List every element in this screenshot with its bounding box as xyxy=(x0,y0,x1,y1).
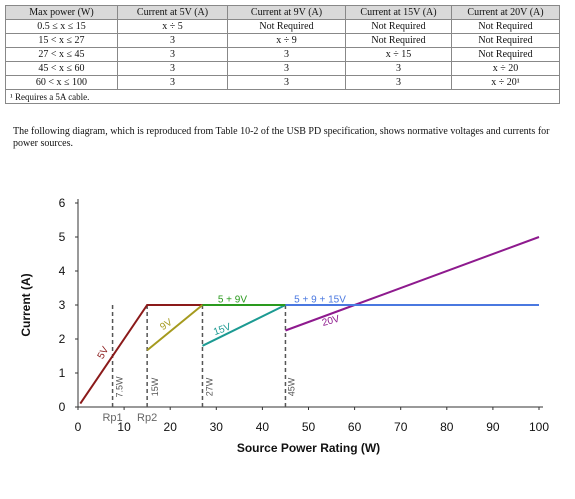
y-tick-label: 6 xyxy=(59,196,66,210)
x-axis-title: Source Power Rating (W) xyxy=(237,441,380,455)
x-tick-label: 100 xyxy=(529,420,549,434)
header-current-5v: Current at 5V (A) xyxy=(117,5,228,20)
y-tick-label: 0 xyxy=(59,400,66,414)
marker-label: 45W xyxy=(286,377,296,396)
x-tick-label: 50 xyxy=(302,420,316,434)
table-footnote-row: ¹ Requires a 5A cable. xyxy=(5,89,560,104)
y-tick-label: 1 xyxy=(59,366,66,380)
y-tick-label: 2 xyxy=(59,332,66,346)
table-row: 15 < x ≤ 27 3 x ÷ 9 Not Required Not Req… xyxy=(5,33,560,48)
x-tick-label: 10 xyxy=(117,420,131,434)
x-tick-label: 70 xyxy=(394,420,408,434)
annotation-label: Rp1 xyxy=(102,412,122,424)
y-tick-label: 4 xyxy=(59,264,66,278)
table-row: 60 < x ≤ 100 3 3 3 x ÷ 20¹ xyxy=(5,75,560,90)
y-tick-label: 5 xyxy=(59,230,66,244)
header-current-20v: Current at 20V (A) xyxy=(451,5,560,20)
series-line-5v xyxy=(79,304,203,405)
marker-label: 27W xyxy=(204,377,214,396)
annotation-label: Rp2 xyxy=(137,412,157,424)
series-label: 20V xyxy=(321,314,341,329)
x-tick-label: 0 xyxy=(75,420,82,434)
series-line-15v xyxy=(202,304,286,347)
table-row: 0.5 ≤ x ≤ 15 x ÷ 5 Not Required Not Requ… xyxy=(5,19,560,34)
x-tick-label: 20 xyxy=(164,420,178,434)
x-tick-label: 80 xyxy=(440,420,454,434)
marker-label: 7.5W xyxy=(115,376,125,398)
series-line-9v xyxy=(146,304,204,351)
series-label: 5 + 9V xyxy=(218,294,248,305)
header-max-power: Max power (W) xyxy=(5,5,118,20)
x-tick-label: 60 xyxy=(348,420,362,434)
y-axis-title: Current (A) xyxy=(19,273,33,336)
x-tick-label: 40 xyxy=(256,420,270,434)
table-row: 27 < x ≤ 45 3 3 x ÷ 15 Not Required xyxy=(5,47,560,62)
table-row: 45 < x ≤ 60 3 3 3 x ÷ 20 xyxy=(5,61,560,76)
caption-text: The following diagram, which is reproduc… xyxy=(13,126,550,149)
current-table: Max power (W) Current at 5V (A) Current … xyxy=(5,5,560,104)
marker-label: 15W xyxy=(150,377,160,396)
series-label: 5V xyxy=(96,345,112,361)
x-tick-label: 30 xyxy=(210,420,224,434)
series-line-20v xyxy=(285,236,540,332)
table-footnote: ¹ Requires a 5A cable. xyxy=(5,89,560,104)
y-tick-label: 3 xyxy=(59,298,66,312)
x-tick-label: 90 xyxy=(486,420,500,434)
series-label: 5 + 9 + 15V xyxy=(294,294,346,305)
series-label: 15V xyxy=(212,322,233,339)
